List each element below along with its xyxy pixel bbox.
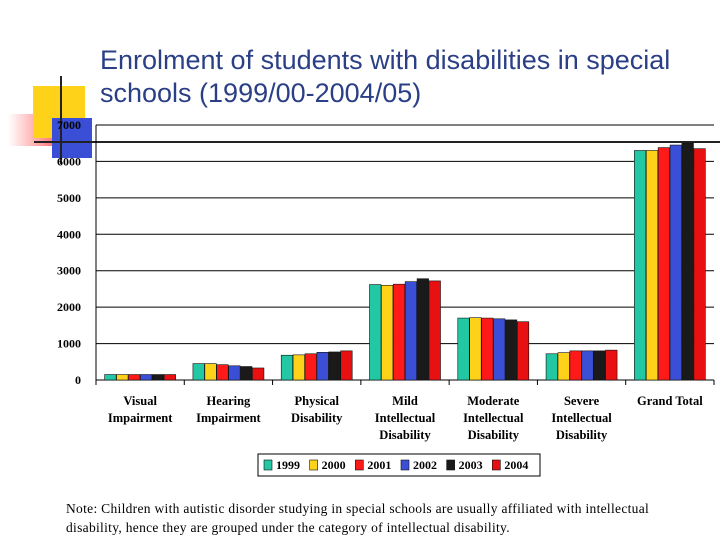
bar-2003 xyxy=(416,278,429,381)
bar-2001 xyxy=(216,364,229,381)
bar-2002 xyxy=(140,374,153,381)
y-tick-label: 5000 xyxy=(57,191,81,205)
bar-2004 xyxy=(516,321,530,381)
bar-2004 xyxy=(163,374,176,381)
y-tick-label: 1000 xyxy=(57,337,81,351)
y-tick-label: 3000 xyxy=(57,264,81,278)
legend-label-1999: 1999 xyxy=(276,458,300,472)
bar-2002 xyxy=(581,350,594,381)
legend-label-2002: 2002 xyxy=(413,458,437,472)
bar-2001 xyxy=(304,353,317,381)
bar-2003 xyxy=(593,350,606,381)
bar-1999 xyxy=(369,284,382,381)
bar-2002 xyxy=(669,144,682,381)
x-category-label: Mild xyxy=(392,394,418,408)
x-category-label: Disability xyxy=(468,428,520,442)
legend-swatch-2003 xyxy=(446,459,455,471)
bar-2001 xyxy=(569,350,582,381)
bar-2004 xyxy=(428,280,441,381)
bar-2000 xyxy=(469,317,482,381)
legend-swatch-2001 xyxy=(355,459,364,471)
bar-2000 xyxy=(292,354,305,381)
bar-1999 xyxy=(192,363,205,381)
bar-2000 xyxy=(116,374,129,381)
x-category-label: Grand Total xyxy=(637,394,703,408)
bar-2004 xyxy=(252,367,265,381)
legend-swatch-2002 xyxy=(400,459,410,471)
bar-2002 xyxy=(404,281,418,381)
legend-label-2004: 2004 xyxy=(504,458,528,472)
x-category-label: Impairment xyxy=(108,411,173,425)
x-category-label: Moderate xyxy=(467,394,520,408)
bar-2003 xyxy=(505,319,518,381)
decorative-horizontal-line xyxy=(34,141,720,143)
x-category-label: Physical xyxy=(294,394,339,408)
legend-label-2003: 2003 xyxy=(459,458,483,472)
y-tick-label: 0 xyxy=(75,373,81,387)
x-category-label: Intellectual xyxy=(551,411,612,425)
x-category-label: Disability xyxy=(556,428,608,442)
bar-1999 xyxy=(545,353,558,381)
bar-2001 xyxy=(657,147,670,381)
x-category-label: Intellectual xyxy=(375,411,436,425)
x-category-label: Disability xyxy=(291,411,343,425)
bar-2002 xyxy=(493,318,506,381)
x-category-label: Disability xyxy=(379,428,431,442)
bar-2003 xyxy=(681,142,694,381)
bar-2003 xyxy=(328,351,341,381)
bar-1999 xyxy=(457,317,470,381)
legend-swatch-1999 xyxy=(263,459,273,471)
bar-2000 xyxy=(557,352,570,381)
y-tick-label: 2000 xyxy=(57,300,81,314)
legend-label-2001: 2001 xyxy=(367,458,391,472)
y-tick-label: 4000 xyxy=(57,227,81,241)
bar-2002 xyxy=(316,352,329,381)
bar-1999 xyxy=(280,354,294,381)
bar-2004 xyxy=(605,349,618,381)
decorative-vertical-line xyxy=(60,76,62,164)
bar-1999 xyxy=(634,150,647,381)
x-category-label: Visual xyxy=(123,394,157,408)
bar-2004 xyxy=(340,350,353,381)
bar-1999 xyxy=(104,374,117,381)
bar-2004 xyxy=(693,148,706,381)
y-tick-label: 6000 xyxy=(57,154,81,168)
bar-2003 xyxy=(151,374,165,381)
bar-2000 xyxy=(645,150,659,381)
bar-2001 xyxy=(128,374,141,381)
y-tick-label: 7000 xyxy=(57,118,81,132)
bar-2001 xyxy=(481,317,494,381)
legend-box xyxy=(257,453,541,477)
x-category-label: Impairment xyxy=(196,411,261,425)
x-category-label: Severe xyxy=(564,394,600,408)
legend-swatch-2004 xyxy=(492,459,501,471)
x-category-label: Hearing xyxy=(207,394,251,408)
bar-2000 xyxy=(381,284,394,381)
footnote: Note: Children with autistic disorder st… xyxy=(66,501,650,535)
bar-2002 xyxy=(228,365,241,381)
bar-2001 xyxy=(392,283,406,381)
legend-label-2000: 2000 xyxy=(322,458,346,472)
decorative-blue-square xyxy=(52,118,92,158)
legend-swatch-2000 xyxy=(309,459,318,471)
bar-2003 xyxy=(240,366,253,381)
bar-2000 xyxy=(204,363,217,381)
slide-title: Enrolment of students with disabilities … xyxy=(100,45,671,108)
x-category-label: Intellectual xyxy=(463,411,524,425)
